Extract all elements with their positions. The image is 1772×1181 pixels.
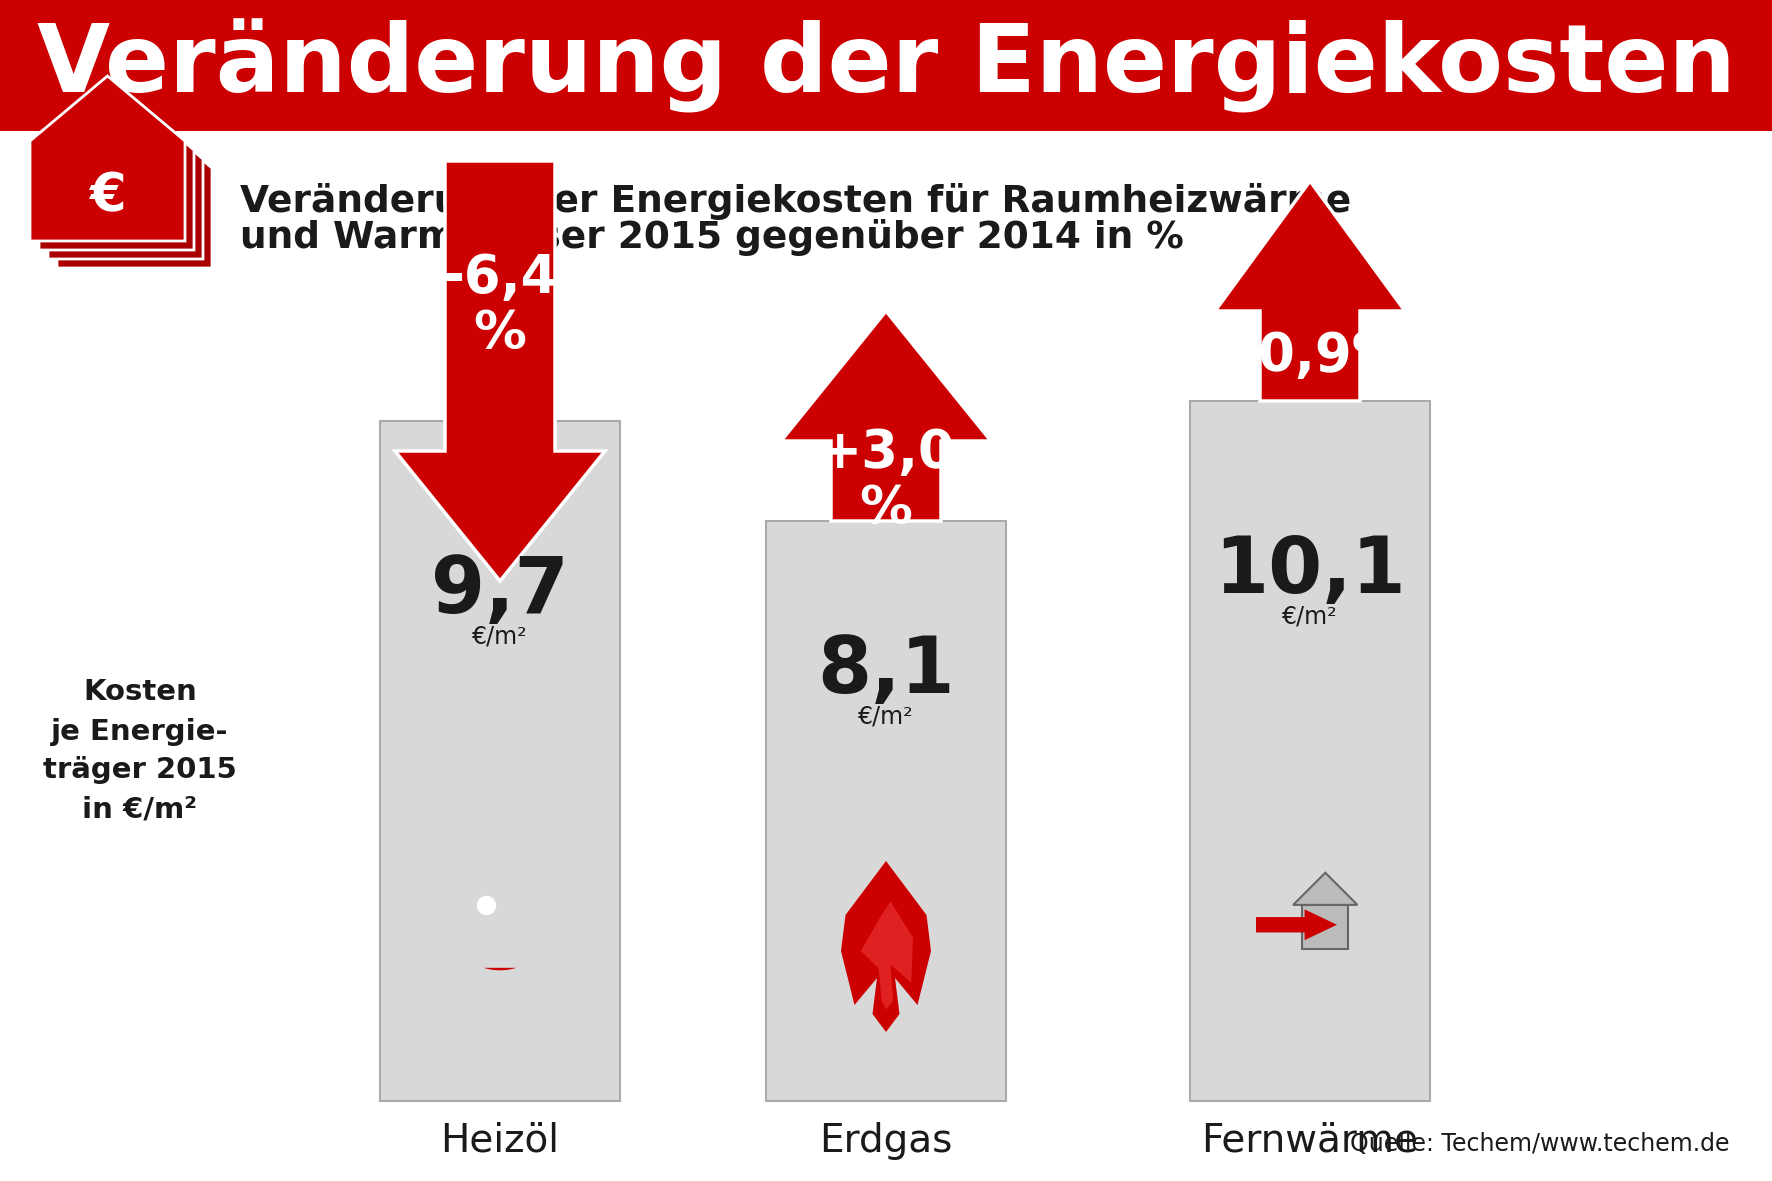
- Text: €/m²: €/m²: [858, 704, 914, 727]
- Polygon shape: [39, 85, 193, 250]
- Text: 10,1: 10,1: [1214, 533, 1405, 609]
- Polygon shape: [57, 103, 213, 268]
- Polygon shape: [1256, 909, 1338, 940]
- Polygon shape: [1294, 873, 1357, 905]
- Polygon shape: [1216, 181, 1405, 402]
- Text: Heizöl: Heizöl: [441, 1122, 560, 1160]
- Text: €/m²: €/m²: [1283, 603, 1338, 628]
- Polygon shape: [395, 161, 604, 581]
- Text: und Warmwasser 2015 gegenüber 2014 in %: und Warmwasser 2015 gegenüber 2014 in %: [239, 220, 1184, 256]
- Polygon shape: [48, 94, 204, 259]
- Text: 8,1: 8,1: [817, 633, 955, 709]
- Polygon shape: [30, 76, 184, 241]
- Bar: [766, 521, 1006, 1101]
- Polygon shape: [861, 901, 913, 1010]
- Polygon shape: [781, 311, 991, 521]
- Bar: [379, 420, 620, 1101]
- Polygon shape: [1302, 905, 1348, 950]
- Text: 9,7: 9,7: [431, 553, 569, 629]
- Circle shape: [477, 896, 496, 914]
- Text: +0,9%: +0,9%: [1216, 329, 1405, 381]
- Polygon shape: [842, 861, 930, 1032]
- Polygon shape: [484, 811, 556, 971]
- Text: Veränderung der Energiekosten: Veränderung der Energiekosten: [37, 19, 1735, 113]
- Text: Erdgas: Erdgas: [819, 1122, 953, 1160]
- Bar: [1191, 402, 1430, 1101]
- Text: €: €: [89, 170, 126, 222]
- Text: Fernwärme: Fernwärme: [1201, 1122, 1419, 1160]
- Text: +3,0
%: +3,0 %: [817, 428, 955, 535]
- Bar: [0, 0, 1772, 131]
- Text: Quelle: Techem/www.techem.de: Quelle: Techem/www.techem.de: [1350, 1133, 1729, 1156]
- Text: -6,4
%: -6,4 %: [443, 252, 558, 360]
- Text: €/m²: €/m²: [471, 624, 528, 648]
- Text: Veränderung der Energiekosten für Raumheizwärme: Veränderung der Energiekosten für Raumhe…: [239, 183, 1352, 220]
- Text: Kosten
je Energie-
träger 2015
in €/m²: Kosten je Energie- träger 2015 in €/m²: [43, 679, 237, 823]
